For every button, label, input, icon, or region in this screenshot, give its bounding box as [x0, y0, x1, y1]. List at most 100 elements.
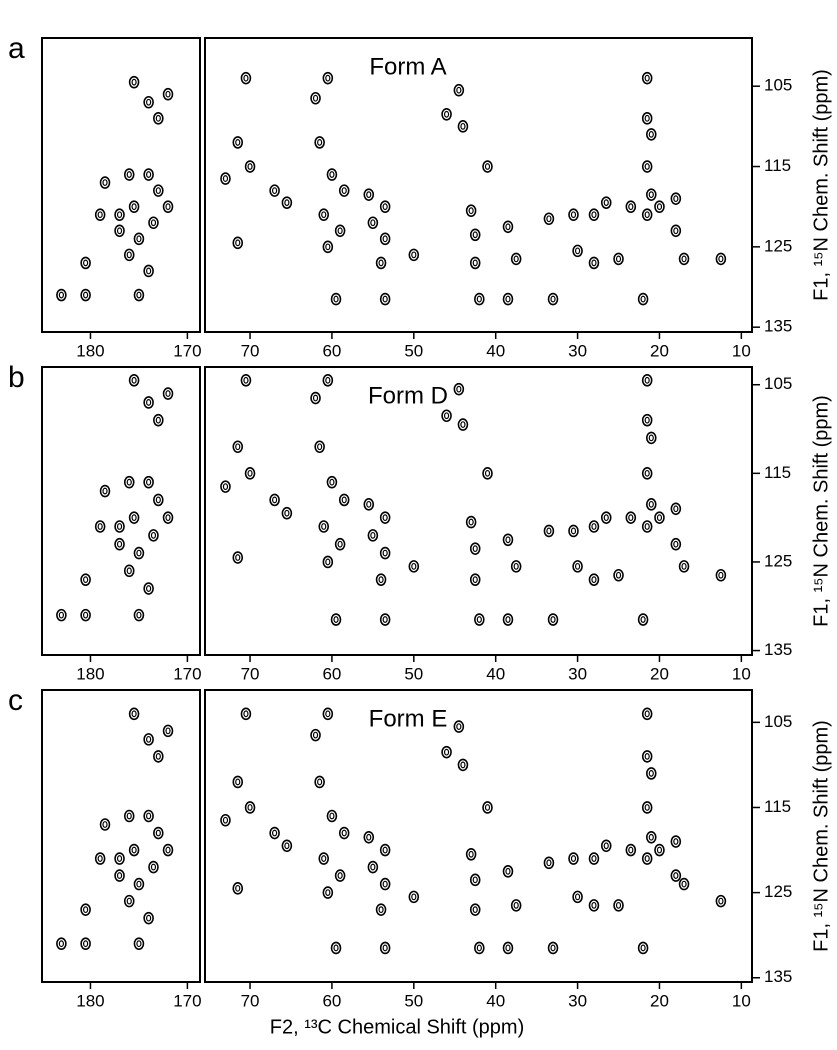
peak-contour — [318, 852, 330, 865]
contour-outer — [240, 71, 252, 85]
contour-inner — [505, 944, 511, 952]
peak-contour — [572, 890, 583, 904]
contour-inner — [243, 376, 249, 384]
peak-contour — [670, 537, 682, 551]
peak-contour — [269, 493, 280, 507]
contour-outer — [334, 869, 346, 882]
peak-contour — [641, 112, 653, 125]
contour-inner — [126, 171, 132, 178]
contour-outer — [133, 877, 145, 891]
x-tick-label: 10 — [732, 991, 751, 1010]
peak-contour — [314, 440, 325, 454]
contour-inner — [628, 514, 634, 522]
peak-contour — [232, 775, 244, 789]
contour-inner — [272, 829, 278, 837]
contour-outer — [641, 467, 653, 480]
contour-inner — [222, 816, 229, 824]
peak-contour — [322, 555, 334, 569]
peak-contour — [482, 160, 493, 173]
contour-inner — [97, 211, 103, 219]
contour-outer — [56, 288, 67, 302]
contour-inner — [329, 812, 335, 820]
contour-outer — [363, 830, 375, 844]
x-tick-label: 10 — [732, 664, 751, 683]
peak-contour — [94, 520, 106, 533]
peak-contour — [474, 941, 485, 955]
y-tick-label: 125 — [764, 882, 792, 901]
contour-inner — [382, 880, 388, 888]
contour-inner — [116, 523, 123, 530]
contour-inner — [325, 889, 331, 897]
contour-inner — [681, 562, 687, 570]
peak-contour — [465, 204, 477, 218]
contour-outer — [474, 292, 485, 306]
contour-inner — [456, 723, 462, 731]
contour-outer — [645, 767, 657, 780]
peak-contour — [363, 498, 375, 511]
contour-inner — [321, 523, 327, 530]
contour-outer — [588, 256, 600, 270]
contour-outer — [322, 886, 334, 899]
contour-outer — [99, 818, 111, 831]
contour-inner — [131, 846, 137, 854]
panel-title: Form D — [368, 382, 448, 409]
peak-contour — [645, 188, 657, 201]
peak-contour — [641, 208, 653, 222]
peak-contour — [330, 613, 342, 626]
peak-contour — [128, 75, 140, 89]
contour-inner — [644, 163, 650, 170]
peak-contour — [240, 71, 252, 85]
contour-inner — [165, 390, 171, 397]
contour-inner — [673, 872, 679, 879]
peak-contour — [625, 511, 637, 524]
peak-contour — [613, 899, 624, 912]
peak-contour — [572, 244, 583, 258]
contour-outer — [600, 839, 612, 853]
x-tick-label: 40 — [486, 991, 505, 1010]
contour-outer — [600, 196, 612, 209]
contour-inner — [131, 203, 137, 211]
contour-outer — [153, 413, 164, 427]
peak-contour — [269, 826, 280, 840]
peak-contour — [367, 216, 379, 230]
contour-outer — [133, 288, 145, 302]
contour-outer — [318, 520, 330, 533]
peak-contour — [547, 292, 559, 306]
contour-inner — [382, 549, 388, 557]
contour-inner — [321, 211, 327, 219]
contour-inner — [337, 872, 343, 879]
contour-inner — [126, 478, 132, 486]
contour-inner — [378, 576, 384, 584]
contour-outer — [457, 120, 469, 133]
contour-inner — [155, 416, 161, 424]
contour-outer — [123, 564, 135, 578]
peak-contour — [334, 224, 346, 238]
contour-outer — [568, 524, 579, 538]
contour-inner — [235, 554, 241, 561]
peak-contour — [453, 83, 465, 97]
contour-inner — [591, 523, 597, 530]
contour-outer — [453, 720, 465, 733]
contour-inner — [472, 576, 478, 584]
peak-contour — [367, 529, 379, 542]
contour-inner — [341, 829, 347, 837]
contour-inner — [146, 267, 152, 275]
contour-inner — [126, 567, 132, 575]
contour-inner — [146, 735, 152, 743]
contour-inner — [644, 469, 650, 477]
peak-contour — [143, 475, 154, 489]
contour-outer — [153, 112, 164, 125]
peak-contour — [600, 839, 612, 853]
contour-outer — [322, 373, 334, 387]
contour-outer — [625, 843, 637, 857]
peak-contour — [637, 941, 649, 955]
peak-contour — [375, 573, 387, 586]
contour-outer — [153, 184, 164, 197]
contour-outer — [143, 396, 154, 409]
peak-contour — [379, 546, 391, 560]
contour-outer — [310, 728, 321, 742]
peak-contour — [547, 941, 559, 955]
x-tick-label: 170 — [173, 991, 201, 1010]
contour-inner — [615, 571, 622, 579]
contour-inner — [366, 833, 372, 841]
